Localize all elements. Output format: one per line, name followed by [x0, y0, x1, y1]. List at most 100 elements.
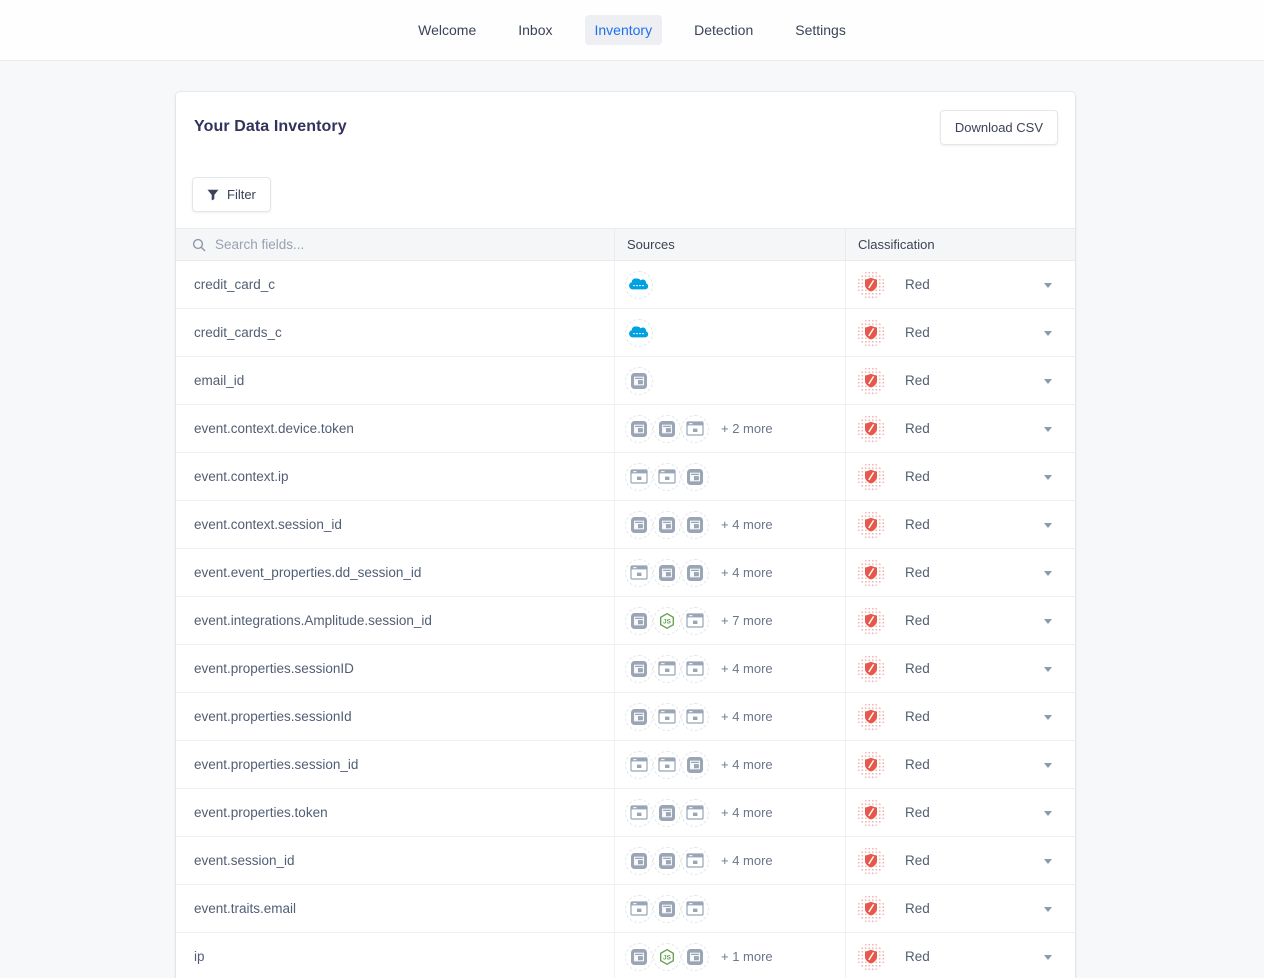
chevron-down-icon — [1044, 906, 1052, 912]
app-window-filled-icon — [681, 510, 709, 539]
nav-item-inbox[interactable]: Inbox — [508, 15, 562, 45]
source-icons — [625, 798, 709, 827]
field-name: credit_card_c — [194, 277, 276, 292]
classification-dropdown[interactable]: Red — [846, 549, 1075, 596]
classification-cell: Red — [845, 789, 1075, 836]
red-shield-icon — [857, 702, 885, 731]
search-input[interactable] — [215, 237, 585, 252]
field-name-cell: ip — [176, 933, 614, 978]
classification-dropdown[interactable]: Red — [846, 837, 1075, 884]
classification-dropdown[interactable]: Red — [846, 501, 1075, 548]
classification-cell: Red — [845, 549, 1075, 596]
field-name-cell: event.traits.email — [176, 885, 614, 932]
sources-column-header: Sources — [614, 229, 845, 260]
nav-item-welcome[interactable]: Welcome — [408, 15, 486, 45]
classification-dropdown[interactable]: Red — [846, 741, 1075, 788]
source-icons — [625, 894, 709, 923]
filter-button[interactable]: Filter — [192, 177, 271, 212]
more-sources-label: + 4 more — [721, 565, 773, 580]
classification-cell: Red — [845, 501, 1075, 548]
browser-window-icon — [653, 750, 681, 779]
field-name-cell: event.context.ip — [176, 453, 614, 500]
inventory-card: Your Data Inventory Download CSV Filter … — [176, 92, 1075, 978]
classification-label: Red — [905, 565, 930, 580]
red-shield-icon — [857, 894, 885, 923]
classification-dropdown[interactable]: Red — [846, 789, 1075, 836]
classification-label: Red — [905, 949, 930, 964]
app-window-filled-icon — [653, 510, 681, 539]
svg-text:JS: JS — [663, 954, 672, 961]
classification-dropdown[interactable]: Red — [846, 405, 1075, 452]
app-window-filled-icon — [625, 606, 653, 635]
source-icons — [625, 318, 653, 347]
sources-cell: + 4 more — [614, 501, 845, 548]
classification-dropdown[interactable]: Red — [846, 597, 1075, 644]
download-csv-button[interactable]: Download CSV — [939, 110, 1058, 145]
field-name-cell: event.properties.session_id — [176, 741, 614, 788]
card-header: Your Data Inventory Download CSV — [176, 92, 1075, 145]
chevron-down-icon — [1044, 810, 1052, 816]
browser-window-icon — [653, 654, 681, 683]
classification-label: Red — [905, 757, 930, 772]
app-window-filled-icon — [681, 462, 709, 491]
classification-label: Red — [905, 469, 930, 484]
field-name: event.context.device.token — [194, 421, 354, 436]
browser-window-icon — [681, 606, 709, 635]
table-row: credit_card_c Red — [176, 261, 1075, 309]
classification-dropdown[interactable]: Red — [846, 645, 1075, 692]
classification-label: Red — [905, 853, 930, 868]
app-window-filled-icon — [625, 366, 653, 395]
field-name: event.integrations.Amplitude.session_id — [194, 613, 432, 628]
sources-cell: + 4 more — [614, 549, 845, 596]
table-row: ip JS + 1 more Red — [176, 933, 1075, 978]
browser-window-icon — [681, 894, 709, 923]
sources-cell: + 2 more — [614, 405, 845, 452]
classification-dropdown[interactable]: Red — [846, 885, 1075, 932]
sources-cell — [614, 261, 845, 308]
nav-item-settings[interactable]: Settings — [785, 15, 856, 45]
classification-dropdown[interactable]: Red — [846, 357, 1075, 404]
browser-window-icon — [625, 462, 653, 491]
table-header-row: Sources Classification — [176, 228, 1075, 261]
table-row: event.properties.token + 4 more Red — [176, 789, 1075, 837]
red-shield-icon — [857, 462, 885, 491]
classification-dropdown[interactable]: Red — [846, 933, 1075, 978]
classification-label: Red — [905, 805, 930, 820]
field-name-cell: credit_cards_c — [176, 309, 614, 356]
red-shield-icon — [857, 510, 885, 539]
table-row: event.context.ip Red — [176, 453, 1075, 501]
classification-dropdown[interactable]: Red — [846, 261, 1075, 308]
red-shield-icon — [857, 846, 885, 875]
classification-dropdown[interactable]: Red — [846, 693, 1075, 740]
classification-dropdown[interactable]: Red — [846, 309, 1075, 356]
field-name-cell: event.session_id — [176, 837, 614, 884]
table-row: event.context.session_id + 4 more Red — [176, 501, 1075, 549]
browser-window-icon — [681, 846, 709, 875]
chevron-down-icon — [1044, 858, 1052, 864]
field-name-cell: event.properties.token — [176, 789, 614, 836]
source-icons — [625, 846, 709, 875]
classification-cell: Red — [845, 405, 1075, 452]
field-name: event.properties.sessionId — [194, 709, 352, 724]
chevron-down-icon — [1044, 666, 1052, 672]
classification-cell: Red — [845, 645, 1075, 692]
classification-label: Red — [905, 709, 930, 724]
red-shield-icon — [857, 798, 885, 827]
sources-cell — [614, 309, 845, 356]
table-row: email_id Red — [176, 357, 1075, 405]
nav-item-inventory[interactable]: Inventory — [584, 15, 663, 45]
red-shield-icon — [857, 270, 885, 299]
classification-label: Red — [905, 325, 930, 340]
browser-window-icon — [625, 558, 653, 587]
filter-funnel-icon — [207, 189, 219, 201]
classification-cell: Red — [845, 357, 1075, 404]
classification-column-header: Classification — [845, 229, 1075, 260]
nodejs-icon: JS — [653, 942, 681, 971]
field-name: email_id — [194, 373, 245, 388]
inventory-table-body: credit_card_c Red credit_cards_c — [176, 261, 1075, 978]
classification-dropdown[interactable]: Red — [846, 453, 1075, 500]
classification-cell: Red — [845, 597, 1075, 644]
browser-window-icon — [681, 702, 709, 731]
chevron-down-icon — [1044, 618, 1052, 624]
nav-item-detection[interactable]: Detection — [684, 15, 763, 45]
